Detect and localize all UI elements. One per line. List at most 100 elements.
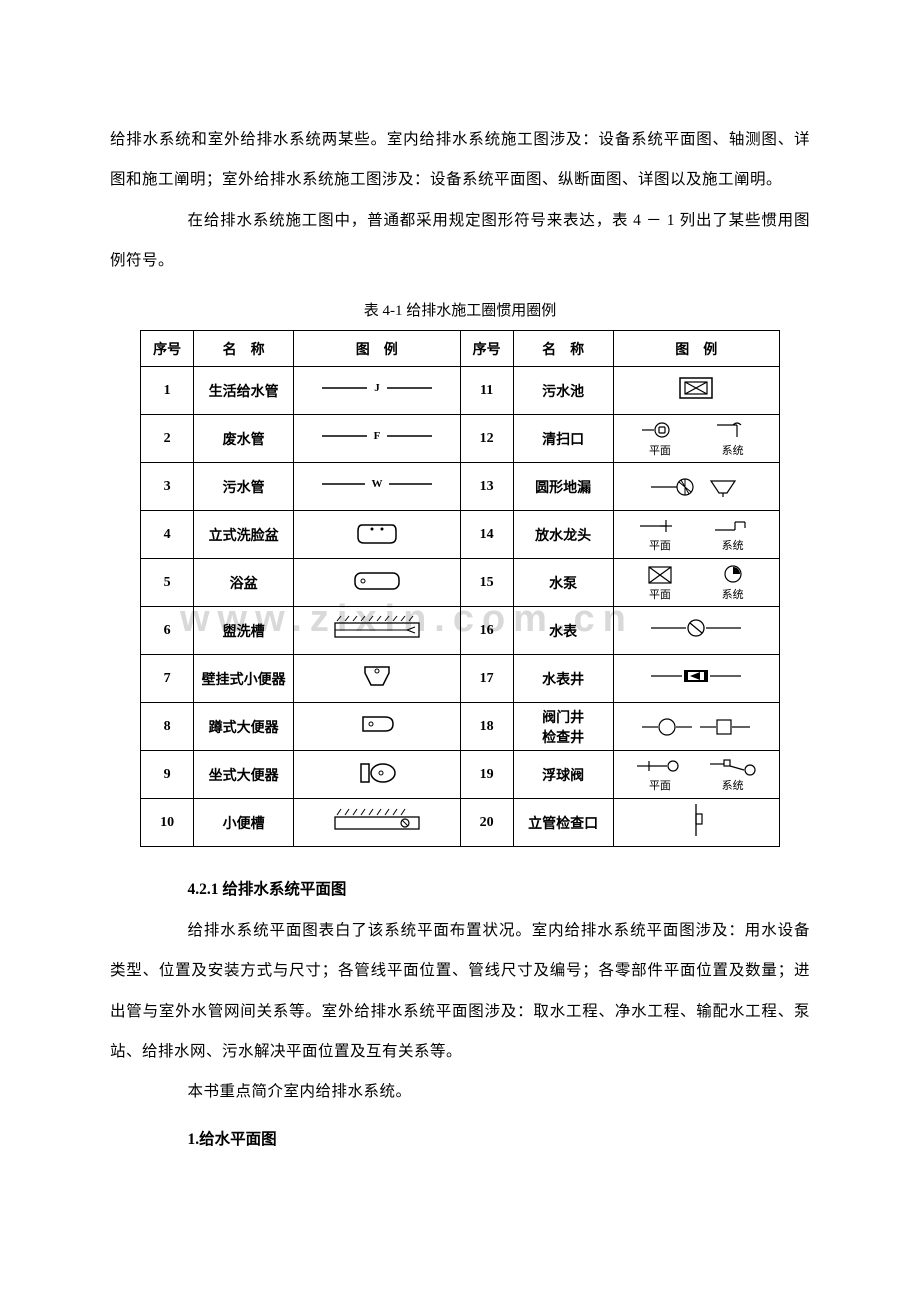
squat-toilet-icon [355,711,399,737]
cell-seq: 14 [460,511,513,559]
cell-symbol [613,655,779,703]
header-name: 名 称 [194,331,294,367]
cell-seq: 1 [141,367,194,415]
cell-name: 废水管 [194,415,294,463]
cell-name: 立式洗脸盆 [194,511,294,559]
cell-name: 阀门井 检查井 [513,703,613,751]
meter-well-icon [646,664,746,688]
cell-seq: 2 [141,415,194,463]
cell-symbol: F [294,415,460,463]
cell-seq: 5 [141,559,194,607]
label-system: 系统 [722,442,744,458]
header-symbol: 图 例 [613,331,779,367]
paragraph-2: 在给排水系统施工图中，普通都采用规定图形符号来表达，表 4 － 1 列出了某些惯… [110,201,810,282]
cell-symbol: 平面 系统 [613,415,779,463]
float-valve-system-icon [708,756,758,776]
svg-text:W: W [371,478,382,490]
paragraph-3: 给排水系统平面图表白了该系统平面布置状况。室内给排水系统平面图涉及：用水设备类型… [110,911,810,1072]
pipe-f-icon: F [317,426,437,446]
cell-name: 浮球阀 [513,751,613,799]
washbasin-icon [352,517,402,547]
cell-name: 立管检查口 [513,799,613,847]
faucet-plan-icon [638,516,682,536]
cell-name: 水表 [513,607,613,655]
cell-symbol: J [294,367,460,415]
cell-name: 圆形地漏 [513,463,613,511]
pump-plan-icon [645,563,675,585]
urinal-trough-icon [327,805,427,835]
table-row: 9 坐式大便器 19 浮球阀 平面 系统 [141,751,780,799]
cell-symbol [294,799,460,847]
cell-name: 小便槽 [194,799,294,847]
cell-seq: 3 [141,463,194,511]
cell-seq: 8 [141,703,194,751]
table-row: 6 盥洗槽 16 水表 [141,607,780,655]
paragraph-4: 本书重点简介室内给排水系统。 [110,1072,810,1112]
cell-name: 壁挂式小便器 [194,655,294,703]
cell-seq: 7 [141,655,194,703]
cell-symbol [294,751,460,799]
cell-symbol: 平面 系统 [613,511,779,559]
cell-symbol [613,703,779,751]
cell-symbol [294,703,460,751]
cell-name: 浴盆 [194,559,294,607]
cell-seq: 20 [460,799,513,847]
sewage-pool-icon [676,374,716,402]
sit-toilet-icon [353,758,401,786]
header-name: 名 称 [513,331,613,367]
cell-seq: 18 [460,703,513,751]
table-row: 7 壁挂式小便器 17 水表井 [141,655,780,703]
cleanout-plan-icon [640,419,680,441]
header-seq: 序号 [141,331,194,367]
header-symbol: 图 例 [294,331,460,367]
cell-symbol [613,367,779,415]
cell-seq: 11 [460,367,513,415]
wall-urinal-icon [359,661,395,691]
faucet-system-icon [711,516,755,536]
table-row: 1 生活给水管 J 11 污水池 [141,367,780,415]
cell-seq: 9 [141,751,194,799]
cell-symbol [613,799,779,847]
floor-drain-system-icon [703,475,743,499]
cell-name: 污水池 [513,367,613,415]
table-row: 5 浴盆 15 水泵 平面 系统 [141,559,780,607]
table-row: 2 废水管 F 12 清扫口 平面 系统 [141,415,780,463]
cell-name: 盥洗槽 [194,607,294,655]
valve-well-square-icon [698,716,752,738]
cell-name: 坐式大便器 [194,751,294,799]
cell-seq: 10 [141,799,194,847]
wash-trough-icon [327,613,427,643]
cell-name: 水表井 [513,655,613,703]
table-row: 8 蹲式大便器 18 阀门井 检查井 [141,703,780,751]
cleanout-system-icon [713,419,753,441]
header-seq: 序号 [460,331,513,367]
cell-symbol [613,607,779,655]
table-caption: 表 4-1 给排水施工圈惯用圈例 [110,299,810,320]
water-meter-icon [646,616,746,640]
floor-drain-plan-icon [649,475,699,499]
bathtub-icon [349,567,405,593]
label-plane: 平面 [649,586,671,602]
pump-system-icon [718,563,748,585]
svg-text:F: F [373,430,380,442]
cell-seq: 17 [460,655,513,703]
cell-name: 污水管 [194,463,294,511]
cell-symbol: W [294,463,460,511]
pipe-w-icon: W [317,474,437,494]
table-header-row: 序号 名 称 图 例 序号 名 称 图 例 [141,331,780,367]
section-heading: 4.2.1 给排水系统平面图 [110,877,810,899]
pipe-j-icon: J [317,378,437,398]
cell-symbol [294,655,460,703]
cell-symbol [294,559,460,607]
label-system: 系统 [722,777,744,793]
cell-seq: 15 [460,559,513,607]
cell-seq: 19 [460,751,513,799]
cell-name: 水泵 [513,559,613,607]
svg-text:J: J [374,382,380,394]
label-plane: 平面 [649,777,671,793]
cell-seq: 6 [141,607,194,655]
riser-inspect-icon [681,802,711,838]
float-valve-plan-icon [635,756,685,776]
paragraph-1: 给排水系统和室外给排水系统两某些。室内给排水系统施工图涉及：设备系统平面图、轴测… [110,120,810,201]
cell-symbol [294,607,460,655]
